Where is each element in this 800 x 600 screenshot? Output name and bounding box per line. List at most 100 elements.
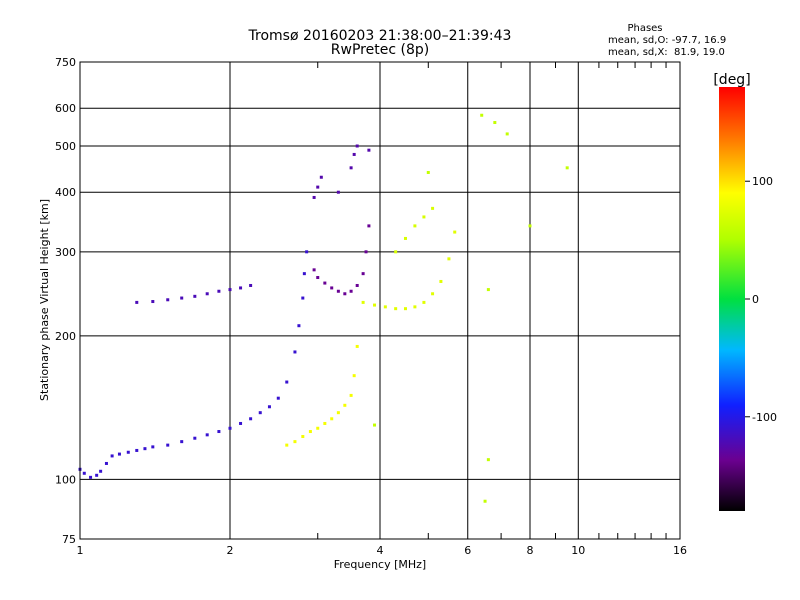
chart-subtitle: RwPretec (8p) bbox=[331, 42, 429, 58]
data-point bbox=[336, 190, 340, 194]
data-point bbox=[217, 289, 221, 293]
data-point bbox=[355, 144, 359, 148]
data-point bbox=[308, 430, 312, 434]
data-point bbox=[117, 452, 121, 456]
data-point bbox=[239, 421, 243, 425]
data-point bbox=[349, 166, 353, 170]
data-point bbox=[217, 430, 221, 434]
data-point bbox=[89, 475, 93, 479]
data-point bbox=[447, 257, 451, 261]
data-point bbox=[453, 230, 457, 234]
data-point bbox=[205, 292, 209, 296]
data-point bbox=[394, 307, 398, 311]
data-point bbox=[249, 417, 253, 421]
data-point bbox=[336, 411, 340, 415]
data-point bbox=[336, 289, 340, 293]
data-point bbox=[422, 215, 426, 219]
data-point bbox=[180, 440, 184, 444]
data-point bbox=[228, 288, 232, 292]
data-point bbox=[301, 296, 305, 300]
data-point bbox=[258, 411, 262, 415]
data-point bbox=[293, 350, 297, 354]
data-point bbox=[383, 305, 387, 309]
data-point bbox=[373, 423, 377, 427]
data-point bbox=[135, 300, 139, 304]
data-point bbox=[422, 300, 426, 304]
colorbar-label: [deg] bbox=[713, 72, 750, 88]
data-point bbox=[343, 292, 347, 296]
data-point bbox=[99, 469, 103, 473]
x-tick-label: 8 bbox=[527, 544, 534, 557]
data-point bbox=[312, 195, 316, 199]
data-point bbox=[528, 224, 532, 228]
data-point bbox=[373, 303, 377, 307]
colorbar-tick-label: -100 bbox=[752, 411, 777, 424]
stats-heading: Phases bbox=[627, 23, 662, 34]
data-point bbox=[323, 421, 327, 425]
data-point bbox=[285, 443, 289, 447]
data-point bbox=[343, 403, 347, 407]
data-point bbox=[95, 473, 99, 477]
data-point bbox=[349, 289, 353, 293]
data-point bbox=[285, 380, 289, 384]
y-axis-label: Stationary phase Virtual Height [km] bbox=[38, 199, 51, 401]
y-tick-label: 200 bbox=[55, 330, 76, 343]
data-point bbox=[239, 286, 243, 290]
stats-o-mode: mean, sd,O: -97.7, 16.9 bbox=[608, 35, 726, 46]
data-point bbox=[143, 447, 147, 451]
x-tick-label: 1 bbox=[77, 544, 84, 557]
data-point bbox=[403, 307, 407, 311]
data-point bbox=[249, 283, 253, 287]
data-point bbox=[431, 292, 435, 296]
data-point bbox=[276, 396, 280, 400]
data-point bbox=[297, 324, 301, 328]
data-point bbox=[330, 417, 334, 421]
plot-frame bbox=[79, 61, 681, 540]
y-tick-label: 750 bbox=[55, 56, 76, 69]
x-tick-label: 10 bbox=[571, 544, 585, 557]
data-point bbox=[166, 298, 170, 302]
data-point bbox=[110, 454, 114, 458]
x-axis-label: Frequency [MHz] bbox=[334, 558, 426, 571]
x-axis-ticks: 1 2 4 6 8 10 16 bbox=[77, 62, 687, 557]
data-point bbox=[151, 300, 155, 304]
data-point bbox=[126, 450, 130, 454]
data-point bbox=[104, 461, 108, 465]
stats-x-mode: mean, sd,X: 81.9, 19.0 bbox=[608, 47, 725, 58]
data-point bbox=[82, 471, 86, 475]
grid-lines bbox=[80, 62, 680, 539]
data-point bbox=[361, 300, 365, 304]
data-point bbox=[267, 405, 271, 409]
data-point bbox=[302, 272, 306, 276]
data-point bbox=[301, 435, 305, 439]
data-point bbox=[413, 224, 417, 228]
colorbar-tick-label: 100 bbox=[752, 175, 773, 188]
data-point bbox=[316, 426, 320, 430]
x-tick-label: 16 bbox=[673, 544, 687, 557]
data-point bbox=[486, 288, 490, 292]
chart-title: Tromsø 20160203 21:38:00–21:39:43 bbox=[248, 28, 512, 44]
data-point bbox=[355, 344, 359, 348]
data-point bbox=[316, 185, 320, 189]
data-point bbox=[166, 443, 170, 447]
data-point bbox=[228, 426, 232, 430]
data-point bbox=[493, 121, 497, 125]
colorbar-tick-label: 0 bbox=[752, 293, 759, 306]
data-point bbox=[565, 166, 569, 170]
x-tick-label: 2 bbox=[227, 544, 234, 557]
data-point bbox=[319, 175, 323, 179]
data-point bbox=[349, 393, 353, 397]
data-point bbox=[352, 374, 356, 378]
y-axis-ticks: 75 100 200 300 400 500 600 750 bbox=[55, 56, 76, 546]
y-tick-label: 400 bbox=[55, 186, 76, 199]
data-point bbox=[305, 250, 309, 254]
data-point bbox=[394, 250, 398, 254]
data-point bbox=[505, 132, 509, 136]
data-point bbox=[205, 433, 209, 437]
y-tick-label: 100 bbox=[55, 473, 76, 486]
data-point bbox=[355, 283, 359, 287]
y-tick-label: 500 bbox=[55, 140, 76, 153]
data-point bbox=[413, 305, 417, 309]
x-tick-label: 6 bbox=[464, 544, 471, 557]
